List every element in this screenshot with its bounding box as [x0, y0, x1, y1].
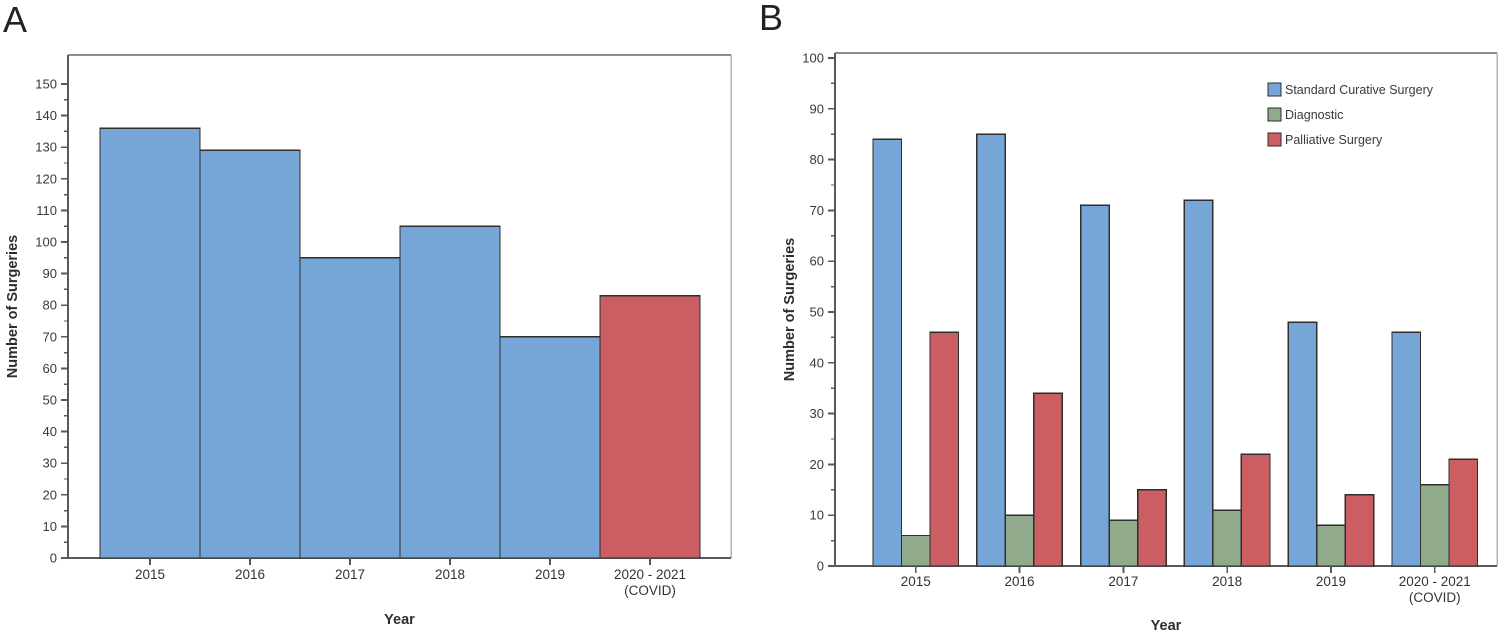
legend-label: Diagnostic — [1285, 108, 1343, 122]
y-tick-label: 0 — [50, 551, 57, 566]
y-tick-label: 10 — [43, 519, 57, 534]
y-axis-title: Number of Surgeries — [782, 238, 798, 381]
bar-2017-Palliative Surgery — [1136, 489, 1167, 567]
bar-2017-Diagnostic — [1108, 519, 1139, 567]
y-tick-label: 40 — [43, 424, 57, 439]
bar-2017 — [299, 257, 401, 559]
legend-label: Palliative Surgery — [1285, 133, 1383, 147]
panel-label-b: B — [759, 0, 784, 38]
y-tick-label: 20 — [43, 487, 57, 502]
chart-a-total-surgeries: 0 10 20 30 40 50 60 70 80 90 100 110 120 130 140 150 201… — [5, 54, 732, 628]
y-tick-label: 100 — [802, 51, 824, 66]
x-tick-label: 2018 — [1212, 574, 1242, 589]
bar-2018-Standard Curative Surgery — [1183, 199, 1214, 567]
bar-2015-Standard Curative Surgery — [872, 138, 903, 567]
bar-2017-Standard Curative Surgery — [1079, 204, 1110, 567]
x-tick-label: 2019 — [535, 567, 565, 582]
x-axis-title: Year — [1151, 618, 1182, 634]
y-tick-label: 50 — [810, 305, 824, 320]
bar-2020 - 2021-Palliative Surgery — [1448, 458, 1479, 567]
y-tick-label: 0 — [817, 559, 824, 574]
y-tick-label: 150 — [35, 77, 57, 92]
bar-2019-Standard Curative Surgery — [1287, 321, 1318, 567]
y-tick-label: 60 — [810, 254, 824, 269]
bar-2016 — [199, 149, 301, 559]
legend-label: Standard Curative Surgery — [1285, 83, 1434, 97]
y-tick-label: 40 — [810, 355, 824, 370]
y-tick-label: 70 — [43, 329, 57, 344]
bar-2020 - 2021 — [599, 295, 701, 559]
x-tick-label: 2017 — [335, 567, 365, 582]
y-tick-label: 20 — [810, 457, 824, 472]
y-tick-label: 130 — [35, 140, 57, 155]
legend-swatch-diagnostic_green — [1267, 107, 1282, 122]
bar-2020 - 2021-Standard Curative Surgery — [1391, 331, 1422, 567]
x-tick-label: 2017 — [1108, 574, 1138, 589]
x-tick-label: 2020 - 2021 — [1399, 574, 1471, 589]
bar-2016-Palliative Surgery — [1033, 392, 1063, 567]
chart-b-surgeries-by-type: 0 10 20 30 40 50 60 70 80 90 100 2015 2016 2017 2018 20… — [782, 51, 1498, 634]
bar-2019-Diagnostic — [1316, 524, 1346, 567]
x-tick-label: 2016 — [1005, 574, 1035, 589]
x-tick-label: 2015 — [135, 567, 165, 582]
x-tick-label: 2016 — [235, 567, 265, 582]
legend-swatch-palliative_red — [1267, 132, 1282, 147]
bar-2018 — [399, 225, 501, 559]
y-tick-label: 70 — [810, 203, 824, 218]
y-tick-label: 90 — [43, 266, 57, 281]
y-axis-title: Number of Surgeries — [5, 235, 21, 378]
bar-2015 — [99, 127, 201, 559]
y-tick-label: 30 — [43, 456, 57, 471]
legend-swatch-standard_blue — [1267, 82, 1282, 97]
x-tick-label: 2019 — [1316, 574, 1346, 589]
bar-2019-Palliative Surgery — [1344, 494, 1375, 567]
y-tick-label: 100 — [35, 235, 57, 250]
bar-2015-Diagnostic — [900, 534, 931, 567]
y-tick-label: 10 — [810, 508, 824, 523]
x-tick-label: 2018 — [435, 567, 465, 582]
bar-2016-Diagnostic — [1004, 514, 1035, 567]
bar-2018-Palliative Surgery — [1240, 453, 1271, 567]
x-tick-label: 2020 - 2021 — [614, 567, 686, 582]
bar-2015-Palliative Surgery — [929, 331, 960, 567]
bar-2020 - 2021-Diagnostic — [1419, 484, 1450, 567]
y-tick-label: 80 — [810, 152, 824, 167]
y-tick-label: 140 — [35, 108, 57, 123]
x-tick-sublabel: (COVID) — [1409, 590, 1461, 605]
bar-2016-Standard Curative Surgery — [976, 133, 1006, 567]
bar-2019 — [499, 336, 601, 559]
y-tick-label: 90 — [810, 101, 824, 116]
x-tick-sublabel: (COVID) — [624, 583, 676, 598]
x-tick-label: 2015 — [901, 574, 931, 589]
y-tick-label: 60 — [43, 361, 57, 376]
y-tick-label: 80 — [43, 298, 57, 313]
y-tick-label: 120 — [35, 171, 57, 186]
x-axis-title: Year — [384, 612, 415, 628]
panel-label-a: A — [3, 0, 28, 40]
bar-2018-Diagnostic — [1212, 509, 1243, 567]
y-tick-label: 30 — [810, 406, 824, 421]
y-tick-label: 110 — [36, 203, 57, 218]
y-tick-label: 50 — [43, 393, 57, 408]
